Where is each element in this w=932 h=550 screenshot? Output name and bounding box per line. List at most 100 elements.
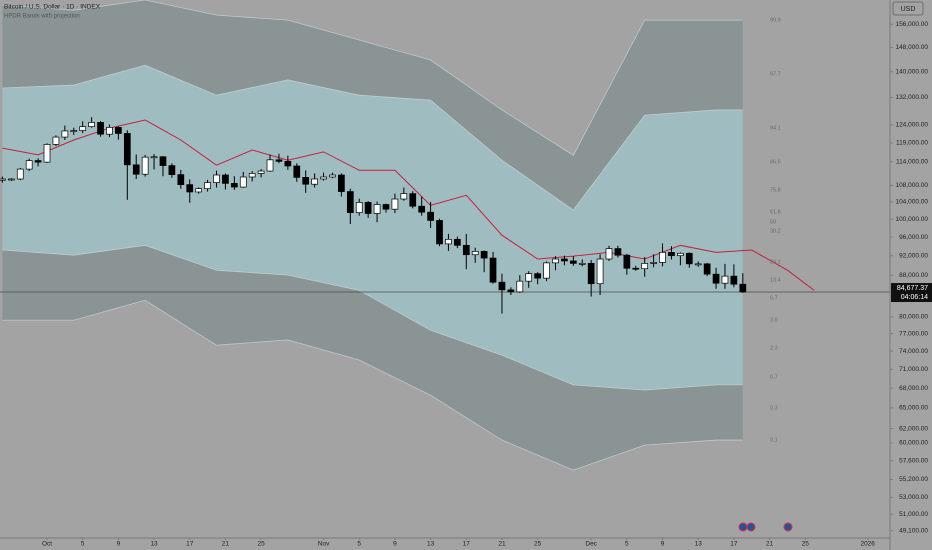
event-icons [738, 522, 793, 532]
candle-body [382, 204, 390, 210]
candle-body [186, 184, 194, 193]
y-tick-label: 57,600.00 [899, 458, 928, 465]
candle-body [418, 205, 426, 213]
candle-body [454, 238, 461, 246]
candle-body [266, 159, 274, 172]
candle-body [355, 202, 363, 213]
candle-body [204, 182, 211, 190]
candle-body [587, 263, 595, 285]
band-label: 0.3 [770, 405, 778, 411]
candle-body [489, 257, 497, 283]
y-tick-label: 148,000.00 [895, 44, 928, 51]
y-tick-label: 65,000.00 [899, 405, 928, 412]
y-tick-label: 100,000.00 [895, 216, 928, 223]
candle-body [391, 198, 399, 210]
candle-body [132, 164, 140, 175]
candle-body [159, 156, 167, 166]
candle-body [578, 263, 586, 265]
candle-body [373, 204, 381, 214]
last-price-label: 84,677.37 [897, 285, 928, 292]
band-label: 6.7 [770, 295, 778, 301]
candle-body [400, 193, 408, 200]
candle-body [275, 159, 283, 162]
band-label: 2.3 [770, 345, 778, 351]
candle-body [650, 262, 657, 264]
y-tick-label: 60,000.00 [899, 440, 928, 447]
candle-body [507, 289, 515, 293]
candle-body [7, 178, 15, 181]
countdown: 04:06:14 [901, 294, 928, 301]
x-tick-label: Dec [585, 541, 597, 548]
band-label: 38.2 [770, 228, 781, 234]
candle-body [177, 174, 185, 185]
event-icon[interactable] [738, 522, 748, 532]
y-tick-label: 104,000.00 [895, 199, 928, 206]
y-tick-label: 132,000.00 [895, 94, 928, 101]
price-axis [890, 0, 932, 550]
x-tick-label: 21 [766, 541, 774, 548]
candle-body [61, 130, 69, 138]
candle-body [436, 220, 443, 245]
y-tick-label: 71,000.00 [899, 366, 928, 373]
y-tick-label: 140,000.00 [895, 68, 928, 75]
indicator-name[interactable]: HPDR Bands with projection [4, 14, 80, 20]
candle-body [480, 251, 488, 259]
candle-body [195, 188, 203, 193]
x-tick-label: 9 [393, 541, 397, 548]
x-tick-label: 2026 [860, 541, 875, 548]
candle-body [302, 177, 310, 185]
band-edge [2, 64, 743, 211]
x-tick-label: 17 [186, 541, 194, 548]
last-price-tag [891, 283, 932, 303]
candle-body [364, 202, 372, 214]
event-icon[interactable] [746, 522, 756, 532]
band-label: 99.9 [770, 17, 781, 23]
band-label: 0.7 [770, 374, 778, 380]
candle-body [70, 130, 78, 132]
x-tick-label: 17 [463, 541, 471, 548]
y-tick-label: 114,000.00 [896, 158, 928, 165]
candle-body [552, 258, 559, 264]
candle-body [43, 144, 51, 163]
y-tick-label: 92,000.00 [899, 252, 928, 259]
candle-body [703, 263, 711, 275]
candle-body [52, 136, 60, 145]
candle-body [239, 176, 247, 188]
x-tick-label: Oct [42, 541, 52, 548]
candle-body [498, 281, 506, 291]
y-tick-label: 51,000.00 [899, 511, 928, 518]
candle-body [730, 275, 738, 285]
candle-body [739, 283, 747, 293]
candle-body [346, 191, 354, 213]
x-tick-label: 25 [802, 541, 810, 548]
candle-body [150, 156, 158, 159]
candle-body [284, 161, 292, 167]
candle-body [115, 127, 122, 134]
candle-body [677, 252, 684, 257]
band-label: 86.6 [770, 159, 781, 165]
candle-body [409, 193, 417, 207]
candle-body [641, 263, 649, 270]
candle-body [320, 176, 327, 180]
band-inner [2, 65, 743, 391]
candle-body [168, 165, 176, 175]
x-tick-label: 25 [534, 541, 542, 548]
candle-body [712, 273, 720, 284]
band-edge [2, 244, 743, 391]
candle-body [338, 174, 345, 192]
band-label: 3.6 [770, 317, 778, 323]
y-tick-label: 156,000.00 [895, 21, 928, 28]
x-tick-label: 13 [695, 541, 703, 548]
candle-body [596, 258, 604, 285]
band-label: 94.1 [770, 125, 781, 131]
y-tick-label: 96,000.00 [899, 234, 928, 241]
candle-body [106, 127, 113, 135]
band-label: 97.7 [770, 71, 781, 77]
event-icon[interactable] [783, 522, 793, 532]
y-tick-label: 108,000.00 [895, 182, 928, 189]
candle-body [16, 168, 24, 180]
y-tick-label: 77,000.00 [899, 330, 928, 337]
band-edge [2, 0, 743, 156]
currency-button[interactable] [892, 1, 924, 16]
